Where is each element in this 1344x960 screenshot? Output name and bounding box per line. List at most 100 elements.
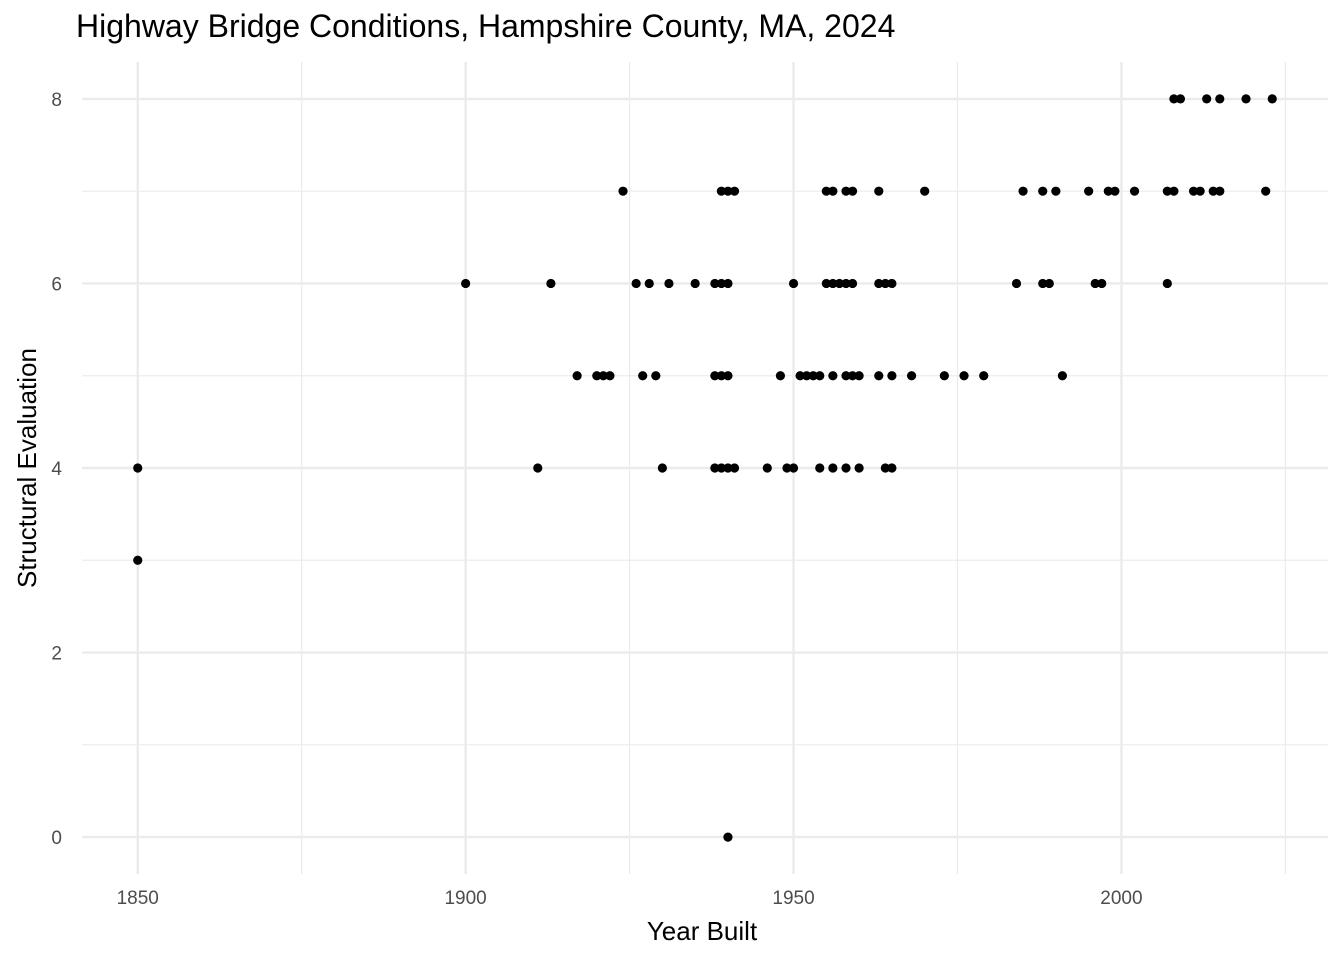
data-point: [887, 371, 897, 381]
data-point: [1215, 94, 1225, 104]
x-axis-title: Year Built: [647, 916, 758, 946]
data-point: [1215, 186, 1225, 196]
data-point: [821, 186, 831, 196]
data-point: [841, 371, 851, 381]
data-point: [874, 371, 884, 381]
x-tick-label: 1850: [117, 888, 159, 909]
data-point: [775, 371, 786, 381]
data-point: [762, 463, 772, 473]
data-point: [729, 463, 740, 473]
data-point: [723, 371, 733, 381]
data-point: [1090, 278, 1100, 289]
y-tick-label: 4: [51, 459, 62, 480]
data-point: [1175, 94, 1186, 104]
data-point: [690, 278, 700, 289]
data-point: [592, 371, 602, 381]
data-point: [939, 371, 949, 381]
data-point: [598, 371, 608, 381]
major-gridlines: [82, 62, 1328, 874]
data-point: [664, 278, 674, 289]
y-tick-label: 0: [51, 828, 62, 849]
x-tick-label: 1900: [444, 888, 486, 909]
data-point: [133, 463, 143, 473]
data-point: [1110, 186, 1120, 196]
data-point: [874, 186, 884, 196]
data-point: [546, 278, 556, 289]
data-point: [638, 371, 648, 381]
chart-title: Highway Bridge Conditions, Hampshire Cou…: [76, 8, 896, 44]
data-point: [716, 463, 726, 473]
data-point: [710, 278, 720, 289]
data-point: [1208, 186, 1218, 196]
data-point: [1129, 186, 1140, 196]
data-point: [631, 278, 641, 289]
data-point: [920, 186, 930, 196]
data-point: [461, 278, 471, 289]
data-point: [1103, 186, 1113, 196]
data-point: [716, 186, 726, 196]
data-point: [788, 463, 799, 473]
data-point: [847, 371, 858, 381]
data-point: [802, 371, 812, 381]
data-point: [841, 463, 851, 473]
data-point: [815, 371, 825, 381]
data-point: [834, 278, 845, 289]
data-point: [808, 371, 818, 381]
y-axis-title: Structural Evaluation: [12, 348, 42, 588]
data-point: [716, 371, 726, 381]
y-tick-label: 2: [51, 644, 62, 665]
data-point: [854, 463, 864, 473]
data-point: [854, 371, 864, 381]
data-point: [887, 278, 897, 289]
data-point: [906, 371, 917, 381]
x-tick-labels: 1850 1900 1950 2000: [117, 888, 1143, 909]
data-point: [1044, 278, 1054, 289]
data-point: [1038, 186, 1048, 196]
data-point: [1195, 186, 1205, 196]
data-points: [133, 94, 1277, 842]
data-point: [133, 555, 143, 565]
data-point: [723, 832, 733, 842]
data-point: [1202, 94, 1212, 104]
data-point: [618, 186, 628, 196]
data-point: [1267, 94, 1277, 104]
data-point: [847, 278, 858, 289]
y-tick-label: 8: [51, 90, 62, 111]
data-point: [657, 463, 667, 473]
data-point: [710, 371, 720, 381]
data-point: [821, 278, 831, 289]
data-point: [729, 186, 740, 196]
data-point: [1261, 186, 1271, 196]
data-point: [1018, 186, 1028, 196]
data-point: [605, 371, 615, 381]
data-point: [782, 463, 792, 473]
data-point: [1057, 371, 1068, 381]
data-point: [716, 278, 726, 289]
data-point: [723, 186, 733, 196]
data-point: [880, 463, 890, 473]
data-point: [788, 278, 799, 289]
data-point: [723, 463, 733, 473]
data-point: [1011, 278, 1022, 289]
data-point: [828, 463, 838, 473]
data-point: [887, 463, 897, 473]
y-tick-labels: 0 2 4 6 8: [51, 90, 62, 849]
data-point: [1162, 278, 1172, 289]
data-point: [1038, 278, 1048, 289]
data-point: [1162, 186, 1172, 196]
data-point: [847, 186, 858, 196]
x-tick-label: 1950: [772, 888, 814, 909]
data-point: [959, 371, 969, 381]
data-point: [1051, 186, 1061, 196]
data-point: [710, 463, 720, 473]
data-point: [880, 278, 890, 289]
data-point: [572, 371, 582, 381]
data-point: [1188, 186, 1199, 196]
data-point: [795, 371, 805, 381]
data-point: [815, 463, 825, 473]
data-point: [841, 186, 851, 196]
y-tick-label: 6: [51, 274, 62, 295]
data-point: [1097, 278, 1107, 289]
data-point: [874, 278, 884, 289]
